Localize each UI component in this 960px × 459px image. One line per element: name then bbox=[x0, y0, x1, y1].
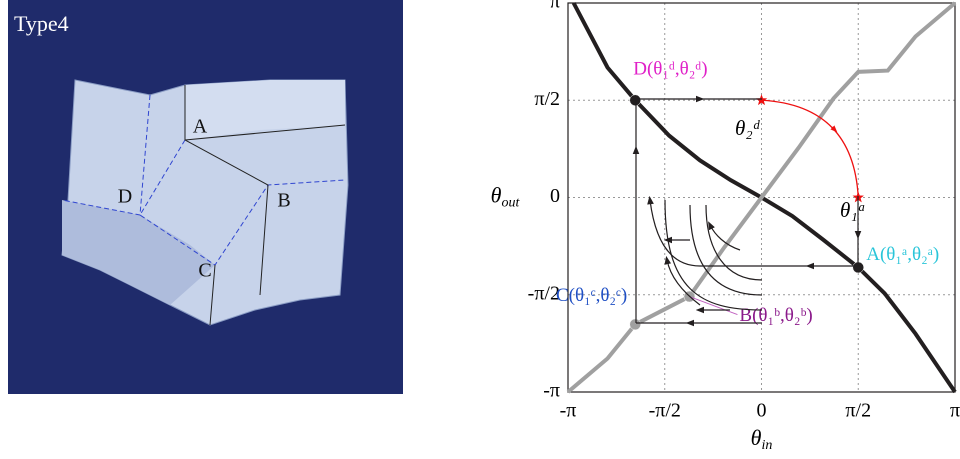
x-axis-label-subscript: in bbox=[761, 438, 772, 453]
curve bbox=[566, 1, 957, 394]
vertex-label: B bbox=[277, 190, 290, 212]
y-tick-label: 0 bbox=[550, 185, 560, 207]
x-tick-label: π bbox=[950, 400, 960, 422]
flow-line bbox=[705, 204, 763, 281]
label-leader bbox=[689, 296, 738, 316]
annotation: θ₁ᵃ bbox=[840, 198, 866, 222]
photo: Type4 A B C D bbox=[8, 0, 403, 394]
y-axis-label-subscript: out bbox=[501, 196, 520, 211]
y-tick-label: -π bbox=[543, 380, 560, 402]
x-tick-label: 0 bbox=[757, 400, 767, 422]
fold-line bbox=[184, 85, 269, 296]
flow-arrow bbox=[708, 221, 741, 251]
y-axis-label: θout bbox=[491, 183, 521, 211]
rotation-arrow bbox=[830, 125, 838, 133]
x-axis-label: θin bbox=[751, 425, 773, 453]
point bbox=[629, 94, 641, 106]
x-tick-label: π/2 bbox=[845, 400, 871, 422]
photo-title: Type4 bbox=[14, 11, 69, 36]
y-tick-label: π bbox=[550, 0, 560, 13]
flow-arrow bbox=[664, 255, 701, 306]
vertex-label: D bbox=[118, 186, 132, 208]
fold-line bbox=[209, 264, 216, 326]
vertex-label: A bbox=[193, 116, 208, 138]
flow-line bbox=[664, 199, 763, 311]
vertex-label: C bbox=[198, 260, 211, 282]
rotation-arc bbox=[761, 99, 859, 198]
plot-frame bbox=[567, 2, 956, 393]
point-label: A(θ₁ᵃ,θ₂ᵃ) bbox=[866, 244, 939, 265]
flow-arrow bbox=[647, 195, 701, 267]
point bbox=[629, 318, 641, 331]
marker-star bbox=[755, 94, 768, 106]
y-tick-label: -π/2 bbox=[528, 282, 560, 304]
fold-line bbox=[184, 124, 346, 141]
x-tick-label: -π/2 bbox=[649, 400, 681, 422]
plot: -π -π/2 0 π/2 π-π-π/20π/2πθinθoutA(θ₁ᵃ,θ₂ᵃ)B… bbox=[491, 0, 960, 453]
x-tick-label: -π bbox=[560, 400, 577, 422]
y-axis-label-symbol: θ bbox=[491, 183, 502, 208]
point-label: C(θ₁ᶜ,θ₂ᶜ) bbox=[556, 285, 627, 306]
paper-fold bbox=[62, 200, 215, 305]
paper-face bbox=[185, 80, 345, 140]
point-label: D(θ₁ᵈ,θ₂ᵈ) bbox=[633, 59, 707, 80]
y-tick-label: π/2 bbox=[534, 88, 560, 110]
flow-lines bbox=[632, 95, 862, 327]
flow-line bbox=[689, 204, 763, 296]
x-axis-label-symbol: θ bbox=[751, 425, 762, 450]
fold-line bbox=[61, 94, 151, 216]
annotation: θ₂ᵈ bbox=[735, 116, 761, 140]
